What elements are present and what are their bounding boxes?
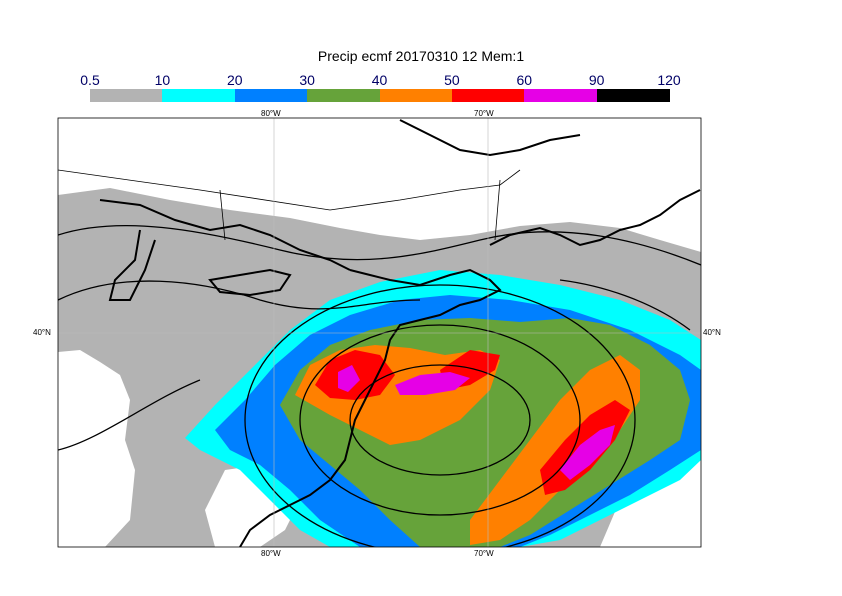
state-borders — [58, 169, 521, 241]
lon-label-top-80w: 80°W — [261, 109, 281, 118]
lon-label-bottom-80w: 80°W — [261, 549, 281, 558]
lat-label-left-40n: 40°N — [33, 328, 51, 337]
colorbar-segment — [234, 89, 308, 102]
colorbar-tick-label: 120 — [657, 72, 681, 88]
colorbar-segment — [379, 89, 453, 102]
colorbar-tick-label: 30 — [299, 72, 315, 88]
graticule — [58, 118, 701, 547]
colorbar-segment — [162, 89, 236, 102]
colorbar-segment — [90, 89, 163, 102]
coastlines — [99, 119, 701, 547]
colorbar-segment — [596, 89, 670, 102]
isobar-contours — [58, 224, 701, 547]
lon-label-top-70w: 70°W — [474, 109, 494, 118]
lon-label-bottom-70w: 70°W — [474, 549, 494, 558]
colorbar-segment — [451, 89, 525, 102]
colorbar-tick-label: 0.5 — [80, 72, 100, 88]
precip-band-60 — [395, 372, 470, 395]
chart-title: Precip ecmf 20170310 12 Mem:1 — [317, 48, 525, 64]
no-precip-patch-west — [58, 350, 135, 547]
colorbar-tick-label: 60 — [516, 72, 533, 88]
colorbar-tick-label: 20 — [226, 72, 243, 88]
colorbar-tick-label: 40 — [371, 72, 388, 88]
colorbar-tick-label: 50 — [444, 72, 460, 88]
colorbar-segment — [524, 89, 598, 102]
precip-band-40-south — [470, 355, 640, 545]
map-frame — [57, 117, 702, 548]
precip-band-60-south — [560, 425, 615, 480]
precip-band-60-coast — [338, 365, 360, 392]
colorbar-segment — [307, 89, 380, 102]
colorbar-tick-label: 90 — [588, 72, 605, 88]
colorbar-tick-label: 10 — [154, 72, 171, 88]
lat-label-right-40n: 40°N — [703, 328, 721, 337]
